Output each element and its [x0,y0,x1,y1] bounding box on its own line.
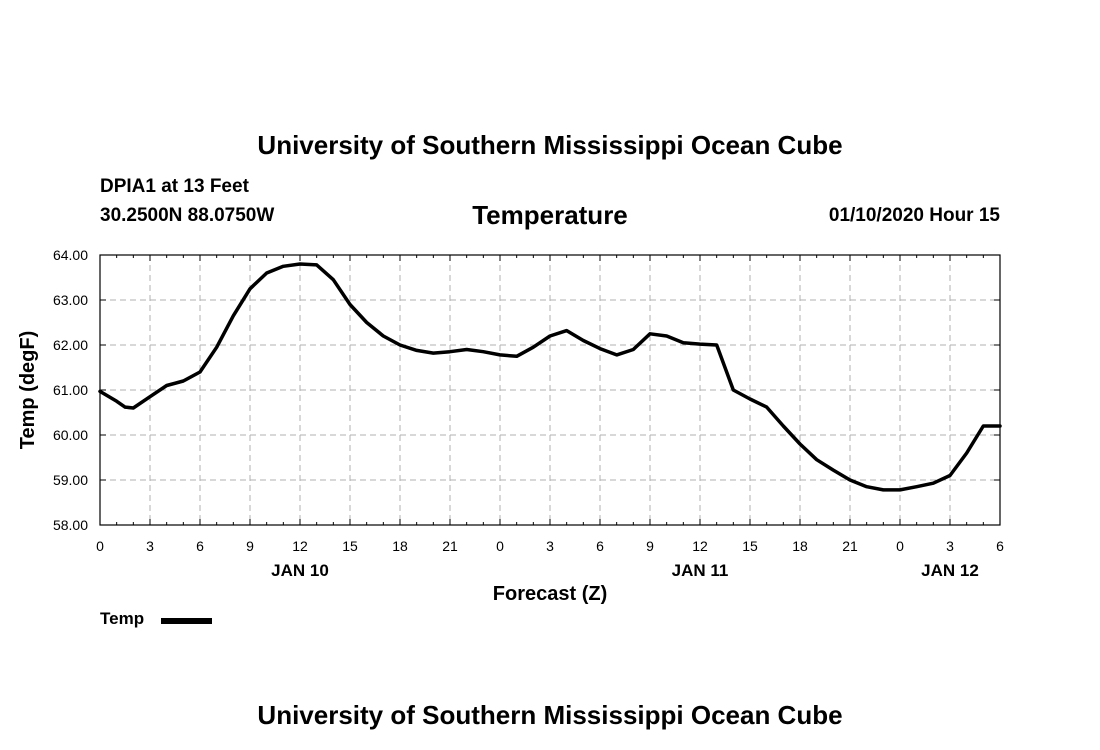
x-tick-label: 21 [842,538,858,554]
x-tick-label: 21 [442,538,458,554]
y-tick-label: 62.00 [53,337,88,353]
x-tick-label: 6 [596,538,604,554]
x-tick-label: 3 [546,538,554,554]
x-tick-label: 0 [96,538,104,554]
y-tick-label: 59.00 [53,472,88,488]
tick-labels: 0 3 6 9 12 15 18 21 0 3 6 9 12 15 18 21 0 3 6 58.00 59.00 60.… [53,247,1004,580]
x-tick-label: 12 [692,538,708,554]
x-tick-label: 3 [146,538,154,554]
y-tick-label: 60.00 [53,427,88,443]
x-tick-label: 15 [742,538,758,554]
x-tick-label: 18 [392,538,408,554]
temp-series-line [98,262,1002,492]
date-label: JAN 12 [921,561,979,580]
legend-swatch [161,618,212,624]
date-label: JAN 10 [271,561,329,580]
station-coordinates: 30.2500N 88.0750W [100,205,275,226]
x-tick-label: 3 [946,538,954,554]
chart-title: Temperature [472,200,628,230]
y-axis-label: Temp (degF) [17,331,39,450]
legend-label: Temp [100,609,145,628]
y-tick-label: 64.00 [53,247,88,263]
y-tick-label: 61.00 [53,382,88,398]
x-tick-label: 6 [196,538,204,554]
main-title: University of Southern Mississippi Ocean… [257,130,843,160]
x-tick-label: 9 [246,538,254,554]
x-tick-label: 12 [292,538,308,554]
y-tick-label: 63.00 [53,292,88,308]
y-tick-label: 58.00 [53,517,88,533]
x-tick-label: 15 [342,538,358,554]
x-tick-label: 9 [646,538,654,554]
x-axis-label: Forecast (Z) [493,583,607,605]
date-label: JAN 11 [672,561,729,580]
x-tick-label: 18 [792,538,808,554]
footer-title: University of Southern Mississippi Ocean… [257,700,843,730]
station-label: DPIA1 at 13 Feet [100,176,249,197]
run-time-label: 01/10/2020 Hour 15 [828,205,1000,226]
x-tick-label: 0 [896,538,904,554]
series [98,262,1002,492]
x-tick-label: 6 [996,538,1004,554]
x-tick-label: 0 [496,538,504,554]
